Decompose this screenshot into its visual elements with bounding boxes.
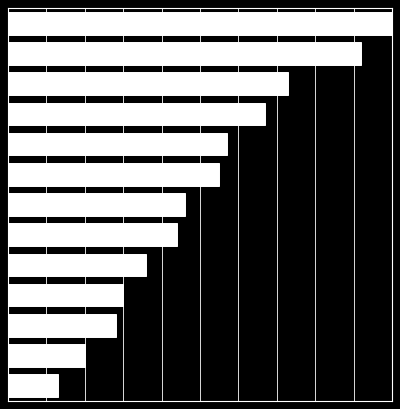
- Bar: [8, 193, 185, 216]
- Bar: [8, 254, 146, 276]
- Bar: [8, 314, 116, 337]
- Bar: [8, 284, 123, 306]
- Bar: [8, 374, 58, 397]
- Bar: [8, 133, 227, 155]
- Bar: [8, 223, 177, 246]
- Bar: [8, 72, 288, 95]
- Bar: [8, 163, 219, 186]
- Bar: [8, 42, 361, 65]
- Bar: [8, 12, 392, 35]
- Bar: [8, 344, 85, 367]
- Bar: [8, 103, 265, 125]
